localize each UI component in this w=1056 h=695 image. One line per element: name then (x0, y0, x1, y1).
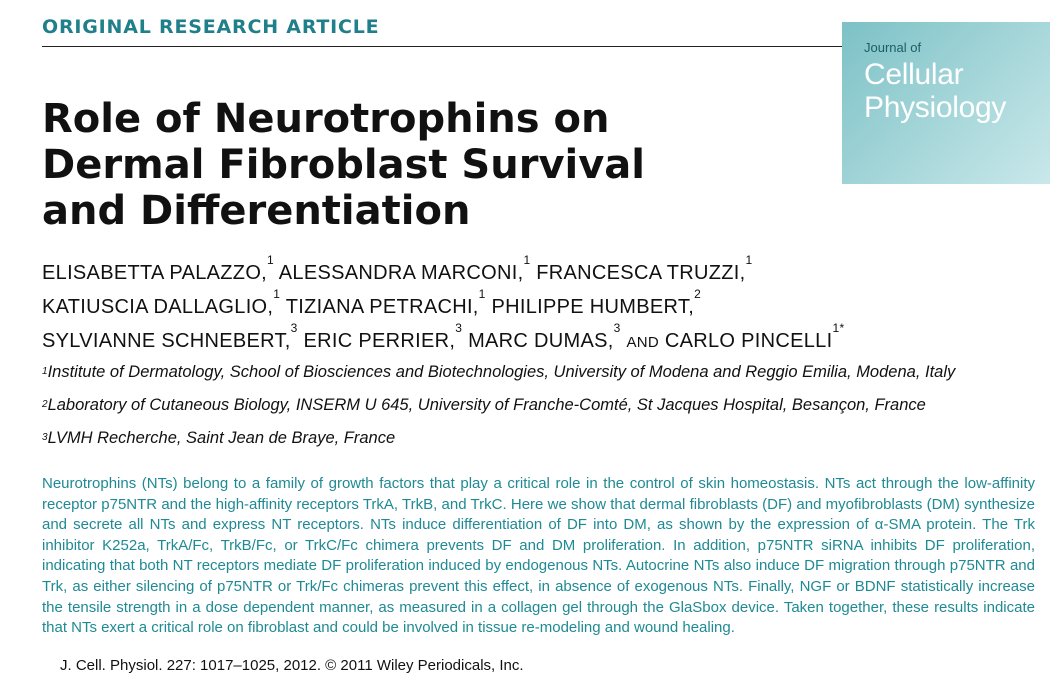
author-name: ALESSANDRA MARCONI, (278, 262, 524, 284)
affiliation-item: 2Laboratory of Cutaneous Biology, INSERM… (42, 389, 1032, 422)
affiliation-text: Laboratory of Cutaneous Biology, INSERM … (47, 396, 926, 414)
author-affiliation-marker: 1 (523, 253, 531, 267)
author-name: SYLVIANNE SCHNEBERT, (42, 330, 291, 352)
article-title: Role of Neurotrophins on Dermal Fibrobla… (42, 96, 646, 234)
affiliation-number: 2 (42, 399, 48, 410)
author-name: TIZIANA PETRACHI, (285, 296, 479, 318)
affiliation-item: 1Institute of Dermatology, School of Bio… (42, 356, 1032, 389)
affiliation-list: 1Institute of Dermatology, School of Bio… (42, 356, 1032, 455)
journal-name: Cellular Physiology (864, 58, 1007, 124)
author-affiliation-marker: 1 (273, 287, 281, 301)
journal-of-label: Journal of (864, 40, 922, 55)
affiliation-text: LVMH Recherche, Saint Jean de Braye, Fra… (47, 429, 396, 447)
author-affiliation-marker: 1 (745, 253, 753, 267)
author-affiliation-marker: 3 (613, 321, 621, 335)
affiliation-text: Institute of Dermatology, School of Bios… (47, 363, 956, 381)
author-affiliation-marker: 1* (832, 321, 845, 335)
author-name: ELISABETTA PALAZZO, (42, 262, 268, 284)
affiliation-item: 3LVMH Recherche, Saint Jean de Braye, Fr… (42, 422, 1032, 455)
author-name: FRANCESCA TRUZZI, (536, 262, 746, 284)
citation: J. Cell. Physiol. 227: 1017–1025, 2012. … (60, 657, 524, 674)
header-rule (42, 46, 844, 47)
author-affiliation-marker: 3 (455, 321, 463, 335)
abstract: Neurotrophins (NTs) belong to a family o… (42, 475, 1035, 637)
author-affiliation-marker: 1 (478, 287, 486, 301)
author-conjunction: AND (626, 334, 660, 351)
author-name: PHILIPPE HUMBERT, (491, 296, 695, 318)
author-name: KATIUSCIA DALLAGLIO, (42, 296, 274, 318)
author-name: CARLO PINCELLI (664, 330, 833, 352)
author-affiliation-marker: 1 (267, 253, 275, 267)
author-name: ERIC PERRIER, (303, 330, 456, 352)
author-affiliation-marker: 2 (694, 287, 702, 301)
journal-logo: Journal of Cellular Physiology (842, 22, 1050, 184)
author-name: MARC DUMAS, (468, 330, 614, 352)
affiliation-number: 1 (42, 366, 48, 377)
author-affiliation-marker: 3 (290, 321, 298, 335)
affiliation-number: 3 (42, 432, 48, 443)
author-list: ELISABETTA PALAZZO,1 ALESSANDRA MARCONI,… (42, 253, 1002, 360)
section-label: ORIGINAL RESEARCH ARTICLE (42, 16, 380, 38)
